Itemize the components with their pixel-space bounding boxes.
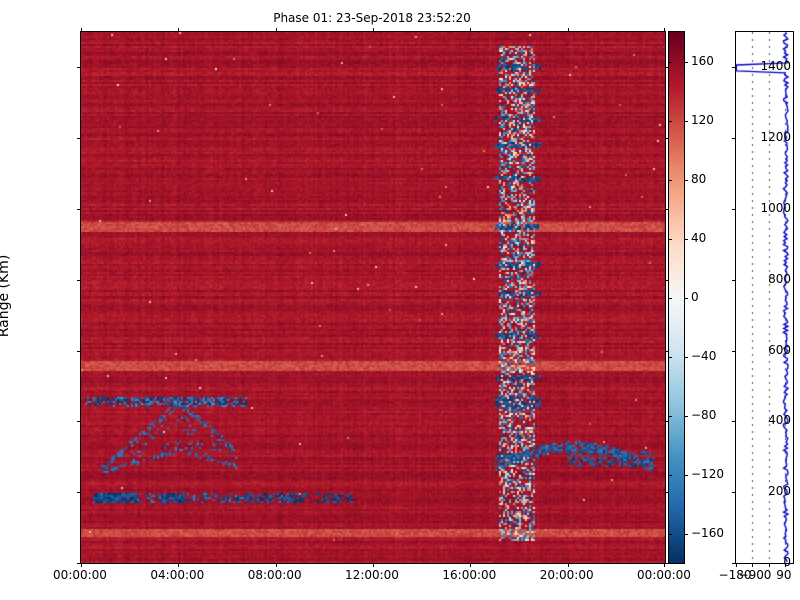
y-tick-mark — [77, 67, 81, 69]
colorbar-tick-mark — [684, 356, 688, 358]
x-tick-mark — [567, 28, 569, 32]
x-tick-mark — [178, 28, 180, 32]
x-tick-mark — [664, 563, 665, 567]
colorbar[interactable] — [668, 31, 688, 564]
colorbar-tick-label: −160 — [691, 525, 724, 540]
y-tick-label: 600 — [768, 342, 791, 357]
colorbar-tick-mark — [684, 179, 688, 181]
colorbar-tick-mark-inner — [669, 61, 672, 63]
x-tick-label: 00:00:00 — [53, 568, 107, 582]
y-tick-mark — [77, 350, 81, 352]
y-tick-mark — [77, 421, 81, 423]
colorbar-tick-mark — [684, 474, 688, 476]
profile-y-tick-mark — [732, 279, 736, 281]
x-tick-label: 16:00:00 — [442, 568, 497, 582]
colorbar-tick-label: 160 — [691, 53, 714, 68]
x-tick-mark — [178, 563, 180, 567]
profile-y-tick-mark — [732, 563, 736, 564]
y-tick-label: 400 — [768, 413, 791, 428]
y-tick-mark — [665, 421, 669, 423]
colorbar-tick-mark-inner — [669, 120, 672, 122]
profile-y-tick-mark — [732, 421, 736, 423]
colorbar-gradient — [669, 32, 684, 563]
colorbar-tick-label: 40 — [691, 230, 707, 245]
colorbar-tick-mark — [684, 415, 688, 417]
colorbar-tick-label: 80 — [691, 171, 707, 186]
x-tick-mark — [470, 563, 472, 567]
profile-x-tick-mark — [784, 563, 786, 567]
y-tick-mark — [665, 138, 669, 140]
colorbar-tick-mark-inner — [669, 179, 672, 181]
profile-y-tick-mark — [732, 67, 736, 69]
y-tick-label: 800 — [768, 271, 791, 286]
x-tick-label: 04:00:00 — [150, 568, 205, 582]
y-tick-label: 1200 — [760, 130, 791, 145]
y-tick-mark — [77, 563, 81, 564]
range-profile-panel[interactable] — [732, 31, 794, 567]
x-tick-mark — [373, 28, 374, 32]
y-tick-mark — [665, 350, 669, 352]
x-tick-mark — [81, 563, 82, 567]
colorbar-tick-mark — [684, 120, 688, 122]
figure-title: Phase 01: 23-Sep-2018 23:52:20 — [273, 11, 471, 25]
y-tick-mark — [665, 563, 669, 564]
colorbar-tick-mark — [684, 533, 688, 535]
colorbar-tick-mark — [684, 238, 688, 240]
colorbar-tick-label: −120 — [691, 466, 724, 481]
colorbar-tick-label: −40 — [691, 348, 717, 363]
x-tick-mark — [664, 28, 665, 32]
x-tick-label: 00:00:00 — [637, 568, 691, 582]
y-tick-label: 200 — [768, 484, 791, 499]
y-axis-label: Range (Km) — [0, 254, 12, 338]
y-tick-label: 0 — [783, 555, 791, 569]
profile-x-tick-label: −90 — [738, 568, 764, 582]
colorbar-tick-mark-inner — [669, 356, 672, 358]
x-tick-label: 12:00:00 — [345, 568, 399, 582]
x-tick-label: 20:00:00 — [539, 568, 594, 582]
colorbar-tick-label: −80 — [691, 407, 717, 422]
heatmap-plot-area[interactable] — [77, 28, 669, 567]
y-tick-mark — [77, 138, 81, 140]
y-tick-mark — [77, 209, 81, 210]
x-tick-label: 08:00:00 — [247, 568, 302, 582]
colorbar-tick-mark — [684, 297, 688, 299]
y-tick-mark — [77, 279, 81, 281]
x-tick-mark — [275, 563, 277, 567]
profile-y-tick-mark — [732, 350, 736, 352]
y-tick-mark — [665, 209, 669, 210]
profile-x-tick-label: −180 — [718, 568, 752, 582]
profile-x-tick-mark — [752, 563, 754, 567]
profile-y-tick-mark — [732, 492, 736, 494]
y-tick-mark — [77, 492, 81, 494]
colorbar-tick-mark-inner — [669, 238, 672, 240]
y-tick-label: 1000 — [760, 201, 791, 215]
x-tick-mark — [373, 563, 374, 567]
y-tick-label: 1400 — [760, 59, 791, 74]
y-tick-mark — [665, 279, 669, 281]
profile-y-tick-mark — [732, 138, 736, 140]
x-tick-mark — [275, 28, 277, 32]
colorbar-tick-mark-inner — [669, 474, 672, 476]
colorbar-tick-label: 0 — [691, 289, 699, 304]
y-tick-mark — [665, 67, 669, 69]
profile-x-tick-label: 0 — [763, 568, 772, 582]
colorbar-tick-label: 120 — [691, 112, 714, 127]
profile-x-tick-mark — [736, 563, 737, 567]
x-tick-mark — [470, 28, 472, 32]
colorbar-tick-mark-inner — [669, 415, 672, 417]
colorbar-tick-mark-inner — [669, 533, 672, 535]
colorbar-tick-mark-inner — [669, 297, 672, 299]
heatmap-canvas — [81, 32, 665, 563]
y-tick-mark — [665, 492, 669, 494]
range-profile-canvas — [736, 32, 793, 563]
x-tick-mark — [567, 563, 569, 567]
x-tick-mark — [81, 28, 82, 32]
profile-y-tick-mark — [732, 209, 736, 210]
colorbar-tick-mark — [684, 61, 688, 63]
profile-x-tick-label: 90 — [776, 568, 792, 582]
profile-x-tick-mark — [768, 563, 770, 567]
